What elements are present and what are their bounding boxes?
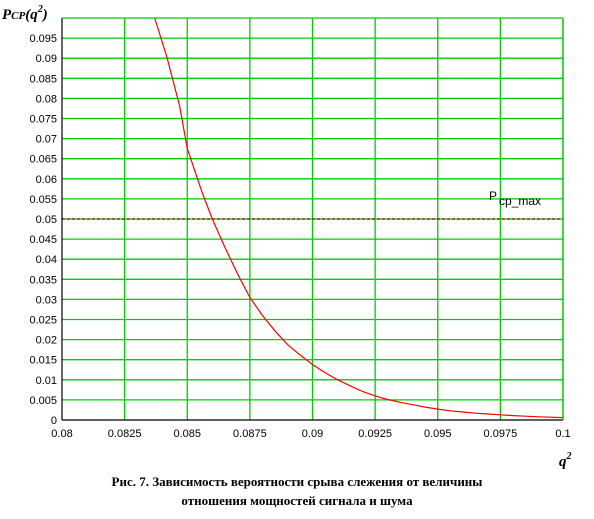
chart: 0.08 0.0825 0.085 0.0875 0.09 0.0925 0.095 0.09… bbox=[2, 4, 572, 470]
threshold-label-sub: cp_max bbox=[499, 194, 541, 208]
caption-line-2: отношения мощностей сигнала и шума bbox=[181, 493, 413, 508]
x-axis-title-sup: 2 bbox=[566, 451, 572, 462]
caption-line-1: Рис. 7. Зависимость вероятности срыва сл… bbox=[111, 474, 483, 489]
y-tick-label: 0.09 bbox=[36, 53, 57, 65]
y-tick-label: 0.01 bbox=[36, 375, 57, 387]
y-tick-label: 0.075 bbox=[29, 114, 57, 126]
y-axis-title: PCP(q2) bbox=[2, 4, 48, 23]
y-tick-label: 0.07 bbox=[36, 134, 57, 146]
y-tick-label: 0.055 bbox=[29, 194, 57, 206]
x-axis-title: q2 bbox=[559, 451, 572, 470]
y-tick-label: 0.045 bbox=[29, 234, 57, 246]
y-axis-title-sup: 2 bbox=[37, 4, 43, 15]
series-line-0 bbox=[154, 17, 564, 419]
y-tick-label: 0.015 bbox=[29, 355, 57, 367]
y-tick-label: 0.05 bbox=[36, 214, 57, 226]
y-tick-label: 0.06 bbox=[36, 174, 57, 186]
x-tick-label: 0.09 bbox=[302, 428, 323, 440]
y-tick-label: 0.095 bbox=[29, 33, 57, 45]
y-tick-label: 0.02 bbox=[36, 335, 57, 347]
y-tick-label: 0 bbox=[51, 415, 57, 427]
x-tick-label: 0.0925 bbox=[358, 428, 392, 440]
y-tick-label: 0.04 bbox=[36, 254, 57, 266]
y-tick-label: 0.025 bbox=[29, 315, 57, 327]
y-axis-title-end: ) bbox=[41, 7, 48, 23]
axes bbox=[61, 17, 564, 421]
series-layer bbox=[154, 17, 564, 419]
x-tick-label: 0.0975 bbox=[484, 428, 518, 440]
x-tick-label: 0.0875 bbox=[233, 428, 267, 440]
y-tick-label: 0.065 bbox=[29, 154, 57, 166]
x-tick-label: 0.0825 bbox=[108, 428, 142, 440]
x-tick-label: 0.095 bbox=[424, 428, 452, 440]
y-tick-label: 0.005 bbox=[29, 395, 57, 407]
y-axis-title-rest: (q bbox=[25, 7, 38, 23]
threshold-label-main: P bbox=[489, 189, 497, 203]
y-tick-label: 0.085 bbox=[29, 73, 57, 85]
x-axis-title-main: q bbox=[559, 454, 567, 470]
y-axis-title-sub: CP bbox=[11, 10, 25, 22]
y-axis-title-main: P bbox=[2, 7, 12, 23]
y-tick-label: 0.08 bbox=[36, 93, 57, 105]
x-tick-label: 0.1 bbox=[555, 428, 570, 440]
y-tick-label: 0.03 bbox=[36, 294, 57, 306]
figure-caption: Рис. 7. Зависимость вероятности срыва сл… bbox=[0, 472, 594, 510]
y-tick-label: 0.035 bbox=[29, 274, 57, 286]
x-tick-label: 0.085 bbox=[173, 428, 201, 440]
tick-labels: 0.08 0.0825 0.085 0.0875 0.09 0.0925 0.095 0.09… bbox=[29, 33, 570, 440]
x-tick-label: 0.08 bbox=[51, 428, 72, 440]
